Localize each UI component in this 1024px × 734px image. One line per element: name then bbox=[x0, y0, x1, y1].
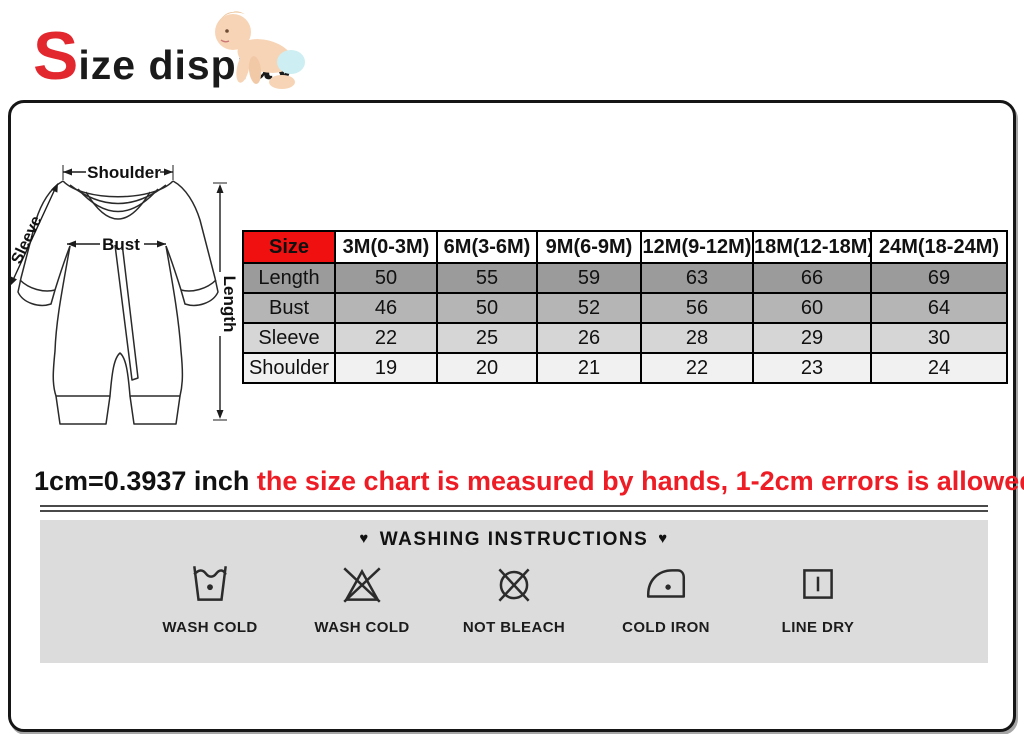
cell: 52 bbox=[536, 292, 642, 324]
column-header: 12M(9-12M) bbox=[640, 230, 754, 264]
washing-item-label: WASH COLD bbox=[314, 619, 410, 636]
washing-title-text: WASHING INSTRUCTIONS bbox=[379, 529, 649, 550]
cell: 30 bbox=[870, 322, 1008, 354]
divider-double-line bbox=[40, 505, 988, 512]
line-dry-icon bbox=[803, 569, 833, 599]
size-table-corner-cell: Size bbox=[242, 230, 336, 264]
washing-instructions-title: ♥ WASHING INSTRUCTIONS ♥ bbox=[40, 520, 988, 551]
cold-iron-icon bbox=[646, 569, 686, 598]
cell: 66 bbox=[752, 262, 872, 294]
cell: 69 bbox=[870, 262, 1008, 294]
crawling-baby-icon bbox=[203, 0, 311, 105]
measure-arrows bbox=[10, 165, 227, 421]
washing-item: COLD IRON bbox=[607, 561, 725, 636]
row-label: Bust bbox=[242, 292, 336, 324]
cell: 56 bbox=[640, 292, 754, 324]
cell: 26 bbox=[536, 322, 642, 354]
heart-icon: ♥ bbox=[359, 530, 370, 547]
washing-item-label: LINE DRY bbox=[781, 619, 855, 636]
cm-inch-conversion: 1cm=0.3937 inch bbox=[34, 466, 250, 496]
column-header: 24M(18-24M) bbox=[870, 230, 1008, 264]
washing-item: WASH COLD bbox=[151, 561, 269, 636]
shoulder-label: Shoulder bbox=[87, 163, 161, 182]
measurement-note: 1cm=0.3937 inch the size chart is measur… bbox=[34, 466, 1024, 497]
row-label: Length bbox=[242, 262, 336, 294]
cell: 29 bbox=[752, 322, 872, 354]
table-row-length: Length 50 55 59 63 66 69 bbox=[242, 262, 1008, 294]
cell: 46 bbox=[334, 292, 438, 324]
garment-measure-diagram: Shoulder Bust Sleeve Length bbox=[8, 156, 246, 461]
wash-tub-icon bbox=[193, 566, 227, 601]
column-header: 18M(12-18M) bbox=[752, 230, 872, 264]
cell: 23 bbox=[752, 352, 872, 384]
length-label: Length bbox=[220, 276, 239, 333]
measurement-disclaimer: the size chart is measured by hands, 1-2… bbox=[256, 466, 1024, 496]
cell: 63 bbox=[640, 262, 754, 294]
table-row-bust: Bust 46 50 52 56 60 64 bbox=[242, 292, 1008, 324]
washing-item: NOT BLEACH bbox=[455, 561, 573, 636]
cell: 19 bbox=[334, 352, 438, 384]
cell: 50 bbox=[436, 292, 538, 324]
cell: 22 bbox=[640, 352, 754, 384]
size-table: Size 3M(0-3M) 6M(3-6M) 9M(6-9M) 12M(9-12… bbox=[242, 230, 1008, 384]
cell: 20 bbox=[436, 352, 538, 384]
cell: 25 bbox=[436, 322, 538, 354]
table-row-sleeve: Sleeve 22 25 26 28 29 30 bbox=[242, 322, 1008, 354]
washing-item: WASH COLD bbox=[303, 561, 421, 636]
cell: 55 bbox=[436, 262, 538, 294]
washing-items-row: WASH COLD WASH COLD NO bbox=[40, 561, 988, 636]
cell: 50 bbox=[334, 262, 438, 294]
cell: 21 bbox=[536, 352, 642, 384]
washing-item: LINE DRY bbox=[759, 561, 877, 636]
row-label: Shoulder bbox=[242, 352, 336, 384]
table-row-shoulder: Shoulder 19 20 21 22 23 24 bbox=[242, 352, 1008, 384]
bust-label: Bust bbox=[102, 235, 140, 254]
washing-item-label: COLD IRON bbox=[622, 619, 710, 636]
row-label: Sleeve bbox=[242, 322, 336, 354]
column-header: 3M(0-3M) bbox=[334, 230, 438, 264]
cell: 59 bbox=[536, 262, 642, 294]
cell: 22 bbox=[334, 322, 438, 354]
crossed-circle-icon bbox=[498, 568, 530, 602]
column-header: 9M(6-9M) bbox=[536, 230, 642, 264]
cell: 60 bbox=[752, 292, 872, 324]
crossed-triangle-icon bbox=[343, 567, 381, 603]
size-table-header-row: Size 3M(0-3M) 6M(3-6M) 9M(6-9M) 12M(9-12… bbox=[242, 230, 1008, 264]
washing-item-label: NOT BLEACH bbox=[462, 619, 566, 636]
column-header: 6M(3-6M) bbox=[436, 230, 538, 264]
cell: 64 bbox=[870, 292, 1008, 324]
sleeve-label: Sleeve bbox=[9, 213, 46, 266]
heart-icon: ♥ bbox=[658, 530, 669, 547]
romper-outline-icon bbox=[17, 180, 219, 425]
cell: 24 bbox=[870, 352, 1008, 384]
washing-item-label: WASH COLD bbox=[162, 619, 258, 636]
cell: 28 bbox=[640, 322, 754, 354]
title-accent-letter: S bbox=[33, 18, 79, 94]
washing-instructions-panel: ♥ WASHING INSTRUCTIONS ♥ WASH COLD bbox=[40, 520, 988, 663]
